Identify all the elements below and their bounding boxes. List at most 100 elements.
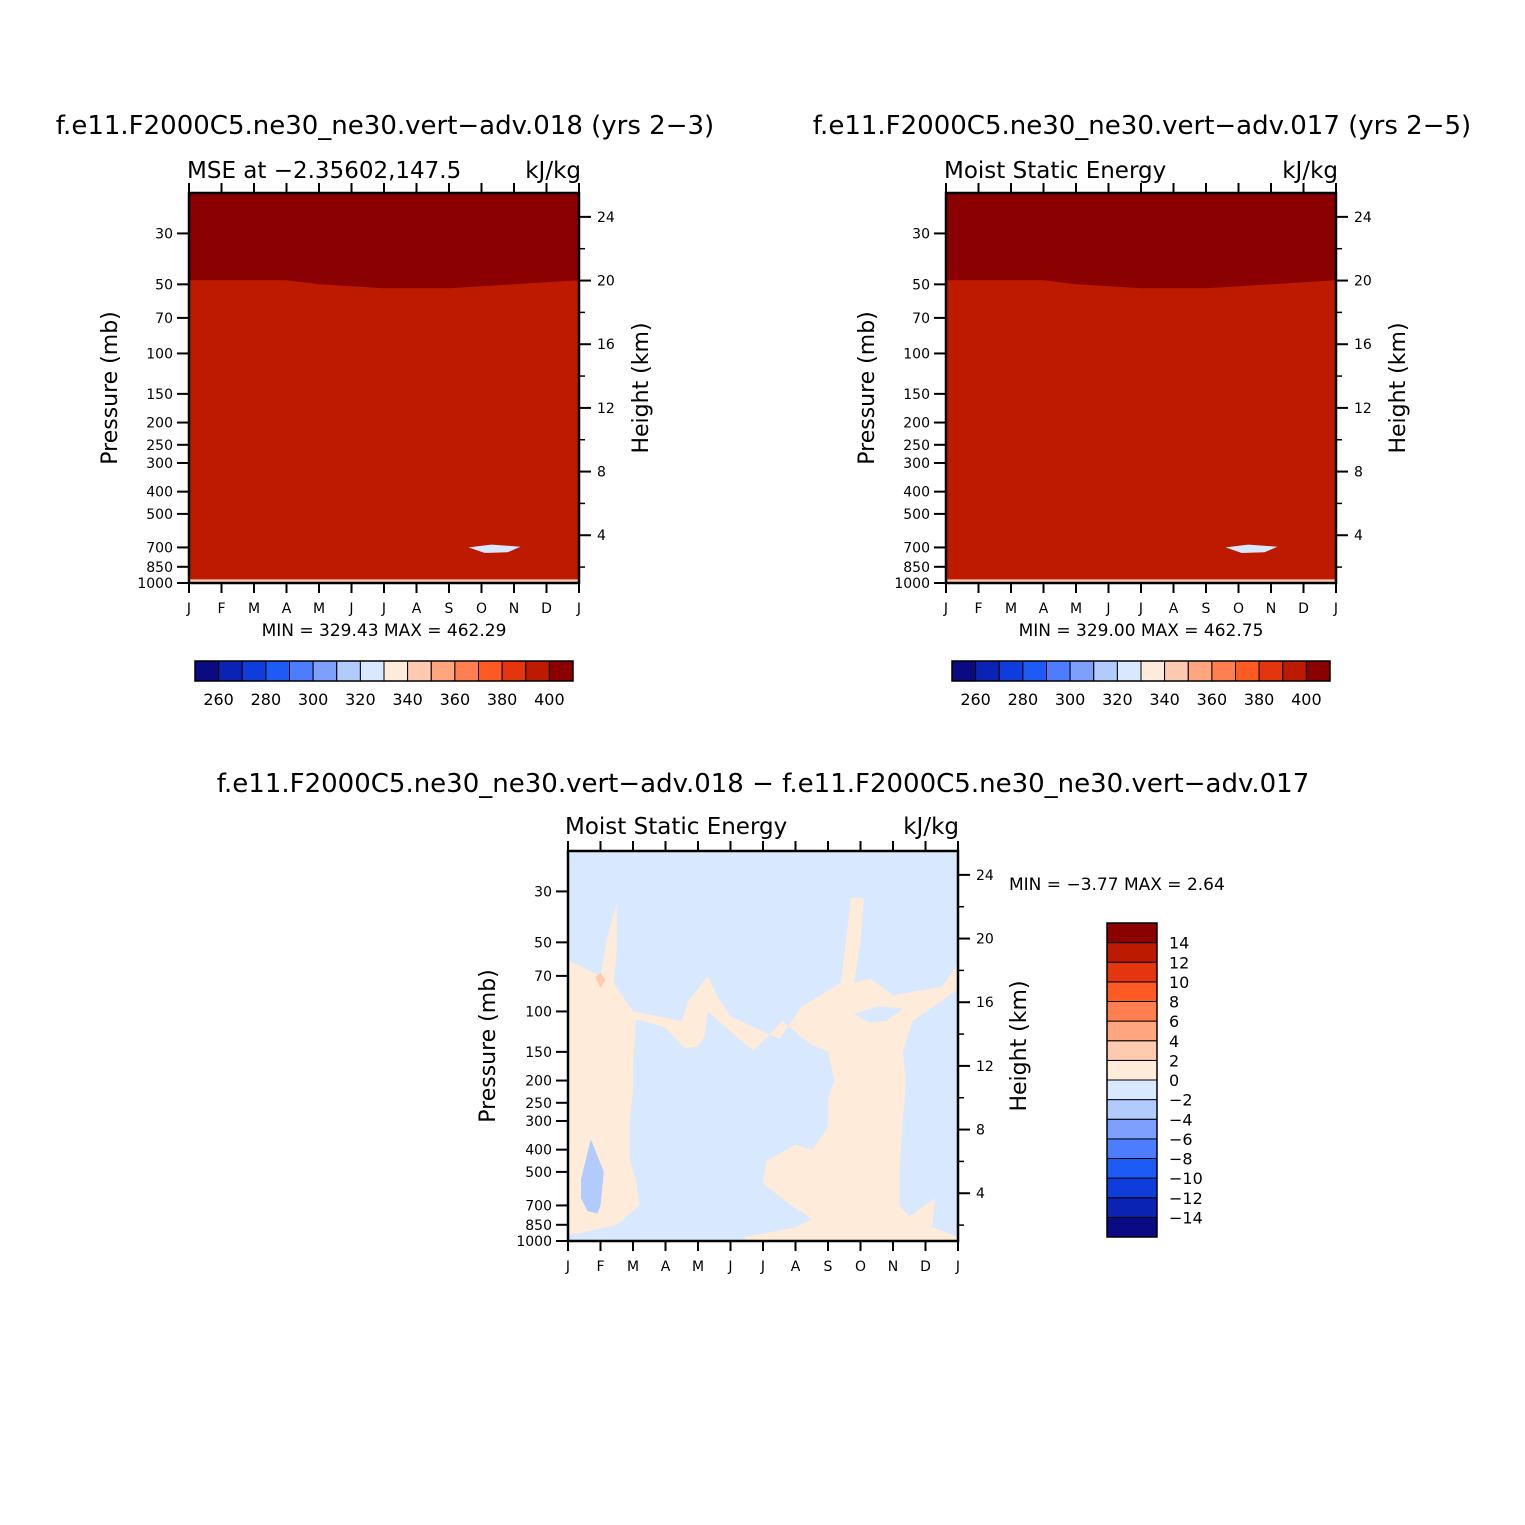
y2-tick-label: 12 [976,1059,994,1075]
y2-tick-label: 20 [1354,274,1372,290]
x-tick-label: O [1233,601,1244,617]
x-tick-label: M [313,601,325,617]
contour-region-2 [649,1232,672,1241]
colorbar-box [1106,961,1158,983]
panel2-units: kJ/kg [1282,158,1338,184]
colorbar-label: 260 [203,690,234,709]
y2-tick-label: 8 [597,465,606,481]
contour-fills [568,851,958,1241]
x-tick-label: J [760,1259,765,1275]
colorbar-label: 300 [1055,690,1086,709]
contour-surface-band [946,579,1336,583]
x-tick-label: M [1005,601,1017,617]
x-tick-label: F [217,601,225,617]
panel3-plot: J F M A M J J A S O N D J 30 50 70 100 150 200 250 300 400 500… [516,841,994,1275]
colorbar-box [1106,1079,1158,1101]
colorbar-label: 380 [487,690,518,709]
panel3-ylabel2: Height (km) [1007,980,1032,1111]
contour-band-6 [946,280,1336,583]
y-tick-label: 250 [903,438,930,454]
x-tick-label: S [1202,601,1211,617]
colorbar-box [1106,1216,1158,1238]
x-tick-label: O [855,1259,866,1275]
colorbar-box [336,660,361,682]
y-tick-label: 700 [903,540,930,556]
y2-tick-label: 16 [597,337,615,353]
contour-region-0 [568,897,958,1241]
x-tick-label: D [541,601,552,617]
x-tick-label: J [381,601,386,617]
colorbar-box [430,660,456,682]
y-tick-label: 700 [146,540,173,556]
x-tick-label: F [596,1259,604,1275]
panel2-subtitle-left: Moist Static Energy [944,158,1166,184]
y-tick-label: 200 [146,416,173,432]
panel1-plot: J F M A M J J A S O N D J 30 50 70 100 150 200 250 300 400 500… [137,183,615,617]
x-tick-label: J [943,601,948,617]
x-tick-label: J [1138,601,1143,617]
y2-tick-label: 4 [976,1186,985,1202]
y-tick-label: 400 [146,485,173,501]
x-tick-label: F [974,601,982,617]
y-tick-label: 850 [146,560,173,576]
colorbar-box [975,660,1000,682]
contour-region-1 [854,1006,903,1023]
colorbar-box [1106,1020,1158,1042]
colorbar-label: 320 [345,690,376,709]
y-tick-label: 100 [525,1004,552,1020]
colorbar-box [312,660,338,682]
y2-tick-label: 24 [597,210,615,226]
colorbar-frame [1106,922,1158,1238]
colorbar-label: −10 [1169,1169,1203,1188]
x-tick-label: S [824,1259,833,1275]
panel2-minmax: MIN = 329.00 MAX = 462.75 [1019,621,1264,641]
colorbar-label: 300 [298,690,329,709]
colorbar-label: 320 [1102,690,1133,709]
y-tick-label: 1000 [137,576,173,592]
y-tick-label: 150 [146,387,173,403]
colorbar-label: 10 [1169,973,1189,992]
y-tick-label: 300 [525,1114,552,1130]
colorbar-box [383,660,409,682]
y2-tick-label: 16 [1354,337,1372,353]
x-tick-label: J [348,601,353,617]
y-tick-label: 850 [525,1218,552,1234]
y-tick-label: 500 [903,507,930,523]
panel2-plot: J F M A M J J A S O N D J 30 50 70 100 150 200 250 300 400 500… [894,183,1372,617]
colorbar-label: 280 [251,690,282,709]
panel3-minmax: MIN = −3.77 MAX = 2.64 [1009,875,1225,895]
colorbar-box [1305,660,1331,682]
panel2-title: f.e11.F2000C5.ne30_ne30.vert−adv.017 (yr… [813,111,1471,141]
y-tick-label: 50 [155,277,173,293]
x-tick-label: J [565,1259,570,1275]
panel1-colorbar: 260 280 300 320 340 360 380 400 [194,660,574,709]
contour-blob [468,544,521,553]
colorbar-label: 400 [1291,690,1322,709]
y-tick-label: 500 [146,507,173,523]
x-tick-label: M [1070,601,1082,617]
colorbar-label: 0 [1169,1071,1179,1090]
colorbar-box [194,660,220,682]
colorbar-label: 360 [440,690,471,709]
y-tick-label: 250 [146,438,173,454]
colorbar-label: −4 [1169,1110,1193,1129]
colorbar-label: 380 [1244,690,1275,709]
colorbar-label: 6 [1169,1012,1179,1031]
colorbar-label: 2 [1169,1051,1179,1070]
colorbar-label: −14 [1169,1208,1203,1227]
y-tick-label: 200 [525,1074,552,1090]
colorbar-box [1046,660,1071,682]
colorbar-label: 340 [392,690,423,709]
colorbar-box [1106,1001,1158,1022]
x-tick-label: D [920,1259,931,1275]
colorbar-box [1106,1177,1158,1199]
colorbar-box [1106,922,1158,944]
colorbar-label: 8 [1169,993,1179,1012]
panel3-units: kJ/kg [903,814,959,840]
y-tick-label: 50 [534,935,552,951]
colorbar-box [1106,1138,1158,1160]
panel2-colorbar: 260 280 300 320 340 360 380 400 [951,660,1331,709]
colorbar-frame [194,660,574,682]
y-tick-label: 400 [525,1143,552,1159]
x-tick-label: M [627,1259,639,1275]
